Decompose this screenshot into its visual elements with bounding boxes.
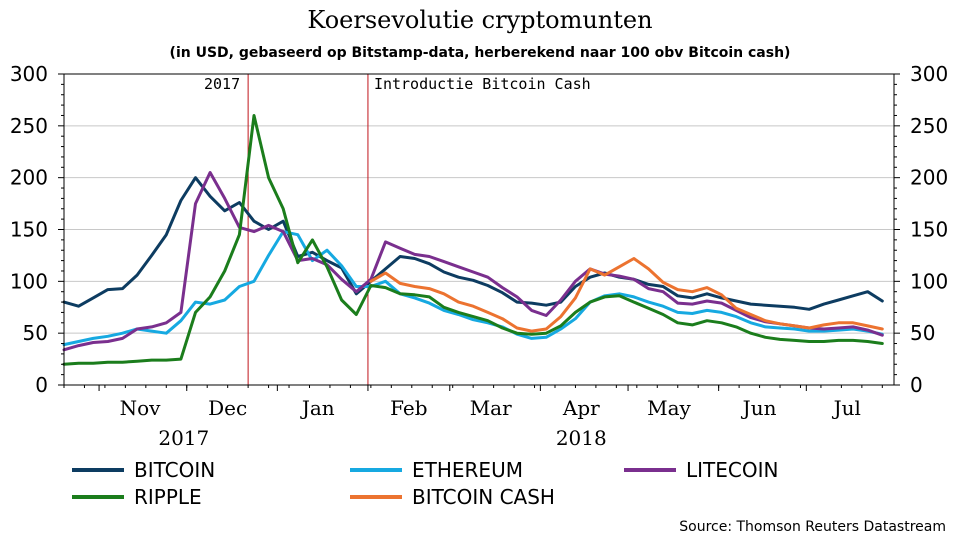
legend-item-bitcoin-label: BITCOIN — [134, 458, 215, 482]
chart-title: Koersevolutie cryptomunten — [307, 6, 652, 34]
y-tick-label: 150 — [910, 218, 948, 242]
y-axis-right: 0 50 100 150 200 250 300 — [894, 62, 948, 397]
x-tick-label: Feb — [390, 396, 427, 420]
series-lines — [62, 114, 884, 366]
y-axis-left: 0 50 100 150 200 250 300 — [10, 62, 64, 397]
y-tick-label: 50 — [23, 321, 48, 345]
y-tick-label: 300 — [10, 62, 48, 86]
x-tick-label: Mar — [470, 396, 512, 420]
x-tick-label: Nov — [120, 396, 162, 420]
source-note: Source: Thomson Reuters Datastream — [679, 519, 946, 535]
annotation-label: Introductie Bitcoin Cash — [374, 75, 591, 93]
y-tick-label: 250 — [10, 114, 48, 138]
legend-item-bitcoin-cash-label: BITCOIN CASH — [412, 485, 555, 509]
annotations: 2017 Introductie Bitcoin Cash — [204, 75, 591, 93]
legend-item-ethereum-label: ETHEREUM — [412, 458, 523, 482]
grid-lines — [64, 125, 894, 334]
x-year-label: 2017 — [158, 426, 209, 450]
y-tick-label: 200 — [10, 166, 48, 190]
y-tick-label: 200 — [910, 166, 948, 190]
legend-item-ripple-label: RIPPLE — [134, 485, 202, 509]
x-tick-label: May — [647, 396, 691, 420]
y-tick-label: 300 — [910, 62, 948, 86]
series-line-bitcoin-cash — [369, 257, 884, 333]
y-tick-label: 0 — [910, 373, 923, 397]
x-tick-label: Jun — [741, 396, 777, 420]
y-tick-label: 50 — [910, 321, 935, 345]
x-axis: Nov Dec Jan Feb Mar Apr May Jun Jul 2017 2018 — [63, 385, 883, 450]
legend-item-litecoin-label: LITECOIN — [686, 458, 778, 482]
x-tick-label: Dec — [208, 396, 247, 420]
series-line-bitcoin — [62, 176, 884, 311]
x-tick-label: Jan — [300, 396, 335, 420]
series-line-ripple — [62, 114, 884, 366]
y-tick-label: 250 — [910, 114, 948, 138]
y-tick-label: 150 — [10, 218, 48, 242]
x-year-label: 2018 — [556, 426, 607, 450]
x-tick-label: Jul — [832, 396, 861, 420]
series-line-ethereum — [62, 230, 884, 347]
y-tick-label: 100 — [10, 269, 48, 293]
series-line-litecoin — [62, 171, 884, 352]
annotation-label: 2017 — [204, 75, 240, 93]
legend: BITCOIN ETHEREUM LITECOIN RIPPLE BITCOIN CAS… — [72, 458, 778, 509]
y-tick-label: 0 — [35, 373, 48, 397]
chart-subtitle: (in USD, gebaseerd op Bitstamp-data, her… — [170, 45, 791, 61]
y-tick-label: 100 — [910, 269, 948, 293]
x-tick-label: Apr — [562, 396, 600, 420]
